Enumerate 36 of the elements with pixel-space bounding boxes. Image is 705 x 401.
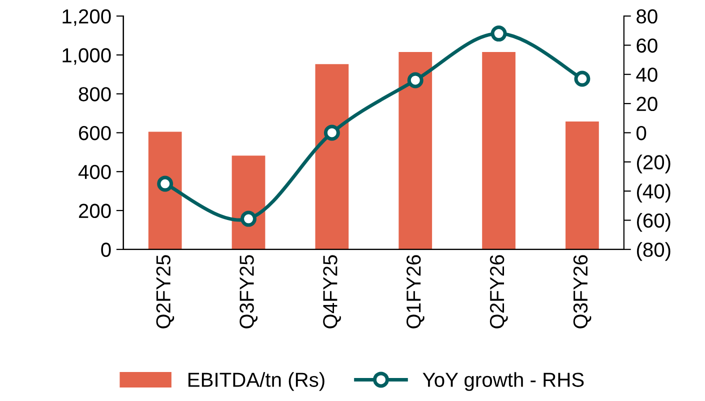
y2-tick-label: 60 xyxy=(636,38,658,53)
y2-tick-label: 20 xyxy=(636,96,658,112)
bar xyxy=(566,121,599,250)
point xyxy=(157,176,174,192)
bar xyxy=(148,132,182,250)
bar xyxy=(232,156,266,250)
y-tick-label: 200 xyxy=(78,204,111,218)
point xyxy=(490,26,507,42)
y-tick-label: 800 xyxy=(78,87,111,102)
y2-tick-label: (20) xyxy=(636,154,670,174)
y2-tick-label: (80) xyxy=(636,242,670,261)
point xyxy=(574,70,590,87)
y-tick-label: 600 xyxy=(78,126,111,140)
y-tick-label: 0 xyxy=(101,242,111,257)
x-tick-label: Q3FY25 xyxy=(240,255,258,328)
x-tick-label: Q1FY26 xyxy=(406,255,424,328)
y-tick-label: 400 xyxy=(78,164,111,180)
y-tick-label: 1,200 xyxy=(62,9,111,26)
y-tick-label: 1,000 xyxy=(62,48,111,65)
legend-label: YoY growth - RHS xyxy=(422,372,584,391)
point xyxy=(240,210,256,227)
x-tick-label: Q2FY26 xyxy=(490,255,508,328)
y2-tick-label: (40) xyxy=(636,184,670,203)
x-tick-label: Q4FY25 xyxy=(323,255,341,328)
point xyxy=(324,124,340,141)
y2-tick-label: 80 xyxy=(636,9,658,24)
point xyxy=(407,72,424,88)
x-tick-label: Q2FY25 xyxy=(156,255,174,328)
legend-label: EBITDA/tn (Rs) xyxy=(188,372,324,391)
y2-tick-label: (60) xyxy=(636,212,670,232)
bar xyxy=(315,64,349,250)
y2-tick-label: 40 xyxy=(636,68,658,82)
bar xyxy=(398,52,432,250)
x-tick-label: Q3FY26 xyxy=(573,255,592,328)
bar xyxy=(482,52,516,250)
y2-tick-label: 0 xyxy=(636,126,646,140)
